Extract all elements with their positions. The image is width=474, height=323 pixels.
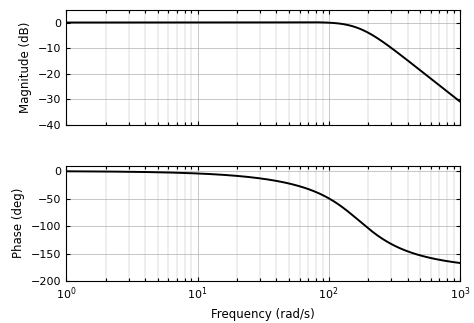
Y-axis label: Magnitude (dB): Magnitude (dB) (19, 22, 32, 113)
Y-axis label: Phase (deg): Phase (deg) (12, 188, 26, 258)
X-axis label: Frequency (rad/s): Frequency (rad/s) (211, 308, 315, 321)
